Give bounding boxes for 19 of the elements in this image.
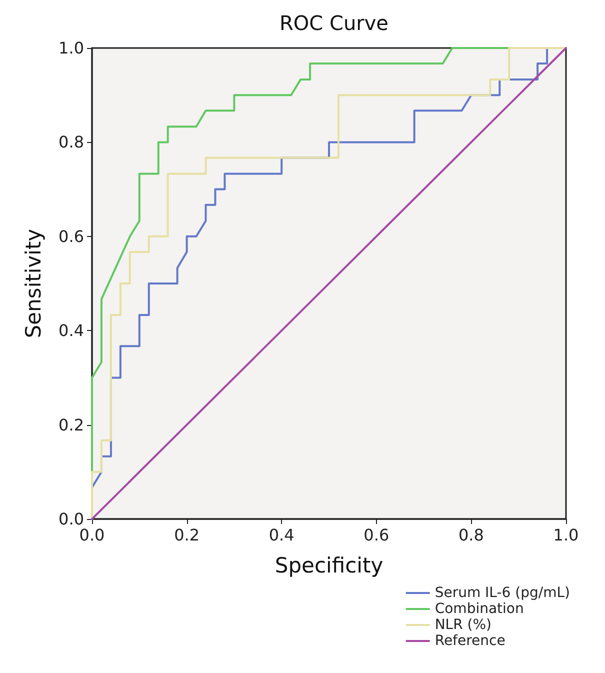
x-axis-title: Specificity xyxy=(274,554,384,578)
y-tick-label: 1.0 xyxy=(58,38,84,58)
legend-label: Combination xyxy=(434,601,524,617)
y-axis-title: Sensitivity xyxy=(22,228,46,338)
x-tick-label: 0.4 xyxy=(268,526,294,544)
chart-title: ROC Curve xyxy=(280,11,388,35)
x-tick-label: 0.0 xyxy=(79,526,105,544)
x-tick-label: 1.0 xyxy=(553,526,579,544)
legend-label: Serum IL-6 (pg/mL) xyxy=(434,585,570,601)
y-tick-label: 0.4 xyxy=(58,321,84,340)
legend-label: Reference xyxy=(434,633,506,649)
legend-label: NLR (%) xyxy=(434,617,492,633)
x-tick-label: 0.6 xyxy=(364,526,390,544)
y-tick-label: 0.8 xyxy=(58,132,84,152)
y-tick-label: 0.6 xyxy=(58,226,84,246)
x-tick-label: 0.8 xyxy=(458,526,484,544)
x-tick-label: 0.2 xyxy=(174,526,200,544)
y-tick-label: 0.2 xyxy=(58,415,84,434)
y-tick-label: 0.0 xyxy=(58,510,84,528)
